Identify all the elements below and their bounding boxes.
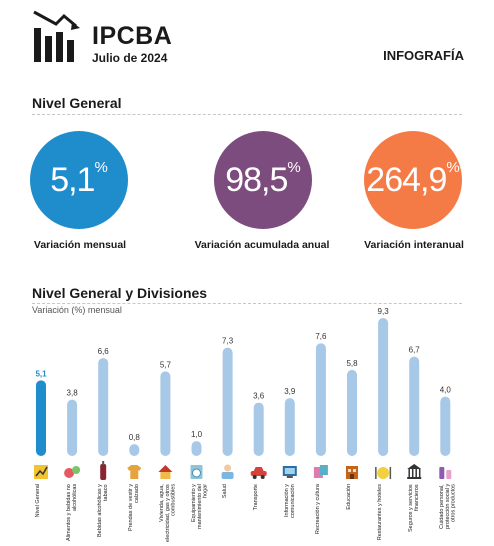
- restaurant-icon: [375, 467, 392, 479]
- kpi-circle-ytd: 98,5%: [214, 131, 312, 229]
- kpi-label-yoy: Variación interanual: [364, 239, 464, 251]
- kpi-circle-monthly: 5,1%: [30, 131, 128, 229]
- brand-title: IPCBA: [92, 22, 173, 50]
- bar-chart-logo-icon: [33, 10, 80, 62]
- category-label: Equipamiento y mantenimiento del hogar: [190, 484, 209, 529]
- toiletries-icon: [439, 467, 452, 479]
- school-icon: [346, 466, 358, 479]
- bar-13: [440, 396, 451, 456]
- shirt-icon: [127, 465, 142, 479]
- bar-3: [129, 444, 140, 456]
- category-label: Salud: [221, 484, 228, 499]
- kpi-circle-yoy: 264,9%: [364, 131, 462, 229]
- category-label: Vivienda, agua, electricidad, gas y otro…: [159, 484, 177, 542]
- value-label-3: 0,8: [129, 433, 141, 442]
- value-label-10: 5,8: [346, 359, 358, 368]
- fruit-icon: [64, 466, 81, 478]
- category-label: Cuidado personal, protección social y ot…: [439, 484, 457, 530]
- appliance-icon: [190, 465, 203, 479]
- section-divider: [32, 114, 462, 115]
- category-label: Seguros y servicios financieros: [408, 484, 420, 532]
- period-label: Julio de 2024: [92, 51, 168, 65]
- value-label-12: 6,7: [409, 346, 421, 355]
- category-label: Bebidas alcohólicas y tabaco: [97, 484, 109, 537]
- category-label: Restaurantes y hoteles: [377, 484, 384, 541]
- value-label-2: 6,6: [98, 347, 110, 356]
- bar-6: [222, 347, 233, 456]
- value-label-1: 3,8: [67, 389, 79, 398]
- house-icon: [158, 465, 173, 479]
- bar-0: [36, 380, 46, 456]
- value-label-6: 7,3: [222, 337, 234, 346]
- chart-subtitle: Variación (%) mensual: [32, 305, 122, 315]
- car-icon: [250, 467, 267, 479]
- category-label: Educación: [346, 484, 352, 510]
- bar-4: [160, 371, 171, 456]
- ipc-icon: [34, 465, 48, 479]
- bar-7: [253, 402, 264, 456]
- header: IPCBA Julio de 2024 INFOGRAFÍA: [0, 0, 494, 80]
- kpi-label-ytd: Variación acumulada anual: [194, 239, 330, 251]
- section-title-general: Nivel General: [32, 95, 122, 111]
- bar-10: [347, 369, 357, 456]
- doctor-icon: [221, 464, 234, 479]
- bar-11: [378, 318, 389, 456]
- category-label: Información y comunicación: [283, 484, 296, 518]
- category-label: Recreación y cultura: [314, 484, 321, 535]
- value-label-7: 3,6: [253, 392, 265, 401]
- category-label: Transporte: [252, 484, 259, 511]
- value-label-8: 3,9: [284, 387, 296, 396]
- section-divider: [32, 303, 462, 304]
- category-label: Nivel General: [35, 484, 41, 518]
- category-label: Prendas de vestir y calzado: [128, 484, 141, 532]
- bar-1: [67, 399, 78, 456]
- document-type: INFOGRAFÍA: [383, 48, 464, 63]
- computer-icon: [282, 466, 297, 478]
- value-label-4: 5,7: [160, 360, 172, 369]
- bar-9: [315, 343, 326, 456]
- value-label-9: 7,6: [315, 332, 327, 341]
- bar-8: [284, 398, 295, 456]
- leisure-icon: [313, 465, 328, 478]
- value-label-13: 4,0: [440, 386, 452, 395]
- value-label-5: 1,0: [191, 430, 203, 439]
- kpi-label-monthly: Variación mensual: [33, 239, 127, 251]
- category-label: Alimentos y bebidas no alcohólicas: [66, 484, 78, 541]
- bottle-icon: [100, 461, 107, 480]
- bar-12: [409, 356, 420, 456]
- section-title-divisions: Nivel General y Divisiones: [32, 285, 208, 301]
- bar-2: [98, 358, 109, 456]
- bank-icon: [407, 464, 422, 479]
- value-label-0: 5,1: [35, 369, 47, 378]
- bar-5: [191, 441, 202, 456]
- value-label-11: 9,3: [378, 307, 390, 316]
